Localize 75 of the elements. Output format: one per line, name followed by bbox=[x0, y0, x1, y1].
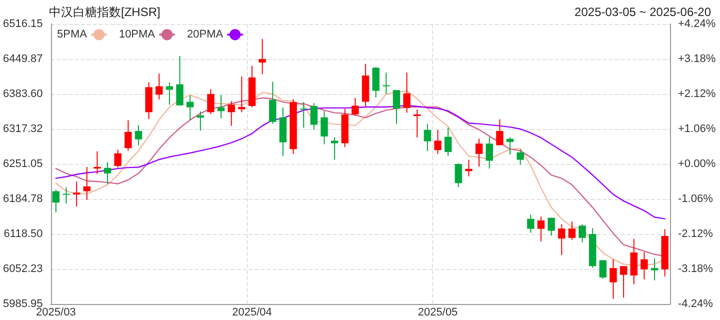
y-tick-label: 6184.78 bbox=[2, 192, 43, 205]
candlestick bbox=[640, 252, 648, 280]
candlestick bbox=[475, 138, 483, 168]
legend-label: 10PMA bbox=[118, 28, 156, 41]
candlestick bbox=[496, 118, 504, 146]
y-tick-label: 6317.32 bbox=[2, 123, 43, 136]
candlestick bbox=[124, 120, 132, 152]
candlestick bbox=[186, 95, 194, 120]
candlestick bbox=[537, 216, 545, 242]
x-tick-label: 2025/04 bbox=[232, 306, 272, 318]
candlestick bbox=[52, 189, 60, 213]
candlestick bbox=[352, 97, 359, 116]
y2-tick-label: +3.18% bbox=[678, 53, 716, 65]
y2-tick-label: +4.24% bbox=[678, 18, 716, 30]
candlestick bbox=[300, 102, 308, 128]
candlestick bbox=[434, 129, 442, 154]
y-tick-label: 6118.50 bbox=[4, 228, 43, 240]
x-tick-label: 2025/05 bbox=[418, 306, 458, 318]
y-tick-label: 6516.15 bbox=[2, 18, 43, 30]
candlestick bbox=[558, 224, 566, 256]
candlestick bbox=[104, 162, 112, 185]
legend-label: 20PMA bbox=[187, 28, 224, 41]
candlestick bbox=[238, 76, 246, 113]
candlestick bbox=[330, 136, 338, 160]
candlestick bbox=[465, 159, 472, 177]
candlestick bbox=[392, 90, 400, 124]
candlestick bbox=[486, 136, 493, 170]
legend-label: 5PMA bbox=[56, 28, 88, 41]
y-tick-label: 6251.05 bbox=[2, 158, 43, 170]
candlestick bbox=[610, 258, 617, 300]
candlestick bbox=[269, 81, 276, 124]
y2-tick-label: -3.18% bbox=[678, 263, 714, 275]
chart-title: 中汉白糖指数[ZHSR] bbox=[49, 5, 160, 19]
candlestick bbox=[134, 124, 142, 146]
candlestick bbox=[382, 72, 390, 94]
y-tick-label: 6383.60 bbox=[2, 88, 43, 100]
candlestick bbox=[403, 72, 410, 114]
candlestick bbox=[310, 102, 318, 130]
candlestick bbox=[414, 109, 421, 138]
candlestick bbox=[568, 220, 576, 240]
candlestick bbox=[620, 266, 628, 298]
candlestick bbox=[424, 124, 432, 152]
candlestick bbox=[228, 100, 235, 126]
candlestick bbox=[444, 127, 452, 156]
y2-tick-label: +2.12% bbox=[678, 88, 716, 100]
candlestick bbox=[258, 38, 266, 75]
candlestick bbox=[94, 150, 101, 175]
candlestick bbox=[320, 110, 328, 145]
candlestick bbox=[156, 73, 163, 100]
candlestick bbox=[83, 166, 90, 200]
candlestick bbox=[548, 217, 555, 236]
candlestick bbox=[506, 136, 514, 156]
candlestick bbox=[599, 260, 607, 280]
candlestick bbox=[72, 181, 80, 207]
candlestick bbox=[630, 238, 638, 285]
y2-tick-label: +0.00% bbox=[678, 158, 716, 170]
chart-subtitle: 2025-03-05 ~ 2025-06-20 bbox=[574, 5, 712, 19]
y2-tick-label: +1.06% bbox=[678, 123, 716, 135]
candlestick bbox=[516, 148, 524, 166]
candlestick bbox=[62, 186, 70, 204]
candlestick bbox=[527, 214, 534, 234]
y-tick-label: 6449.87 bbox=[2, 53, 43, 66]
y2-tick-label: -2.12% bbox=[678, 228, 714, 240]
candlestick bbox=[176, 56, 184, 106]
y2-tick-label: -4.24% bbox=[678, 298, 714, 310]
candlestick bbox=[372, 66, 380, 98]
candlestick bbox=[650, 258, 658, 281]
y-tick-label: 6052.23 bbox=[2, 262, 43, 275]
candlestick bbox=[207, 88, 214, 115]
candlestick bbox=[578, 224, 586, 243]
candlestick bbox=[454, 162, 462, 188]
x-tick-label: 2025/03 bbox=[36, 306, 76, 318]
y2-tick-label: -1.06% bbox=[678, 193, 714, 205]
candlestick bbox=[114, 149, 122, 168]
candlestick bbox=[166, 82, 174, 106]
